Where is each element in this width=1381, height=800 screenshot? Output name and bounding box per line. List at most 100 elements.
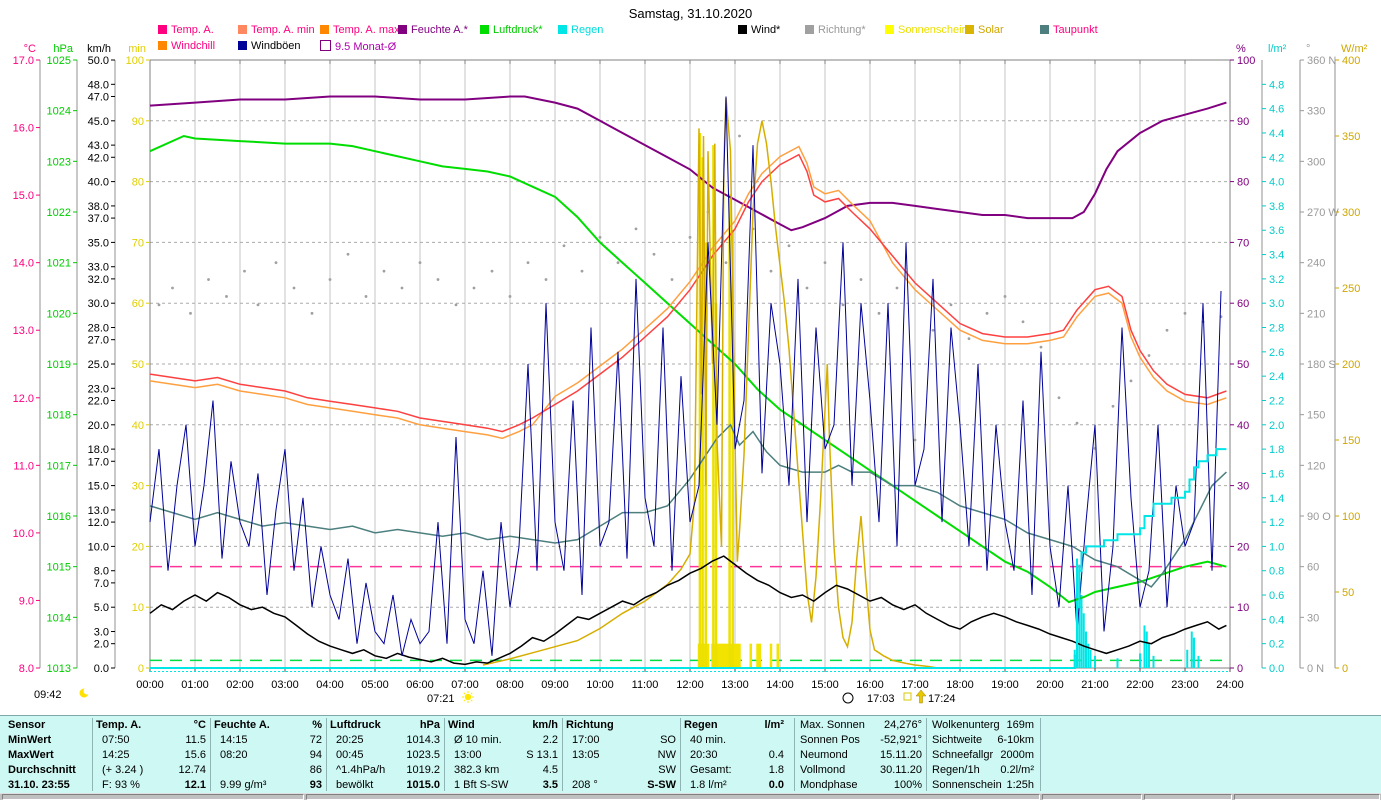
table-column-unit: hPa [419, 719, 440, 731]
extra-label: Wolkenunterg [932, 719, 1000, 731]
axis-label: 8.0 [19, 663, 34, 675]
axis-label: 350 [1342, 131, 1360, 143]
table-column-unit: l/m² [764, 719, 784, 731]
weather-chart-plot: °C17.016.015.014.013.012.011.010.09.08.0… [13, 43, 1368, 705]
astro-label: Vollmond [800, 764, 846, 776]
axis-label: 360 N [1307, 55, 1336, 67]
table-cell-value: 94 [309, 749, 322, 761]
legend-label: Temp. A. min [251, 24, 315, 36]
x-axis-label: 00:00 [136, 679, 164, 691]
axis-label: 20.0 [88, 420, 109, 432]
legend-label: Wind* [751, 24, 781, 36]
axis-title: °C [24, 43, 36, 55]
legend-label: Temp. A. max [333, 24, 400, 36]
table-cell-value: 3.5 [542, 779, 558, 791]
series-wind [149, 555, 1227, 666]
table-column-divider [92, 718, 93, 791]
axis-label: 1015 [47, 562, 71, 574]
scatter-richtung [652, 252, 656, 256]
axis-label: 10 [1237, 602, 1249, 614]
moonset-time-label: 09:42 [34, 689, 62, 701]
table-cell-value: 1.8 [768, 764, 784, 776]
table-column-unit: % [312, 719, 322, 731]
sunrise-time-label: 07:21 [427, 693, 455, 705]
axis-label: 80 [1237, 177, 1249, 189]
axis-label: 4.0 [1269, 177, 1284, 189]
axis-label: 0.0 [1269, 663, 1284, 675]
axis-label: 11.0 [13, 460, 34, 472]
axis-label: 22.0 [88, 395, 109, 407]
series-solar [482, 97, 938, 669]
axis-label: 0 [1342, 663, 1348, 675]
axis-label: 0 [1237, 663, 1243, 675]
scatter-richtung [490, 269, 494, 273]
table-cell-value: 72 [309, 734, 322, 746]
axis-label: 240 [1307, 258, 1325, 270]
legend-label: Solar [978, 24, 1004, 36]
axis-label: 1023 [47, 156, 71, 168]
axis-label: 0.4 [1269, 614, 1284, 626]
legend-label: Luftdruck* [493, 24, 543, 36]
table-cell-detail: 1 Bft S-SW [454, 779, 509, 791]
legend-label: Richtung* [818, 24, 866, 36]
axis-label: 60 [1307, 562, 1319, 574]
scatter-richtung [580, 269, 584, 273]
scatter-richtung [454, 303, 458, 307]
axis-title: ° [1306, 43, 1310, 55]
legend-label: Taupunkt [1053, 24, 1098, 36]
x-axis-label: 14:00 [766, 679, 794, 691]
astro-label: Sonnen Pos [800, 734, 860, 746]
astro-value: 15.11.20 [879, 749, 922, 761]
legend-label: Feuchte A.* [411, 24, 468, 36]
axis-label: 14.0 [13, 258, 34, 270]
axis-label: 60 [1237, 298, 1249, 310]
axis-label: 37.0 [88, 213, 109, 225]
scatter-richtung [1075, 421, 1079, 425]
axis-label: 70 [1237, 237, 1249, 249]
table-cell-detail: (+ 3.24 ) [102, 764, 144, 776]
extra-value: 169m [1006, 719, 1034, 731]
table-cell-detail: F: 93 % [102, 779, 140, 791]
axis-label: 2.0 [1269, 420, 1284, 432]
legend-swatch-icon [805, 25, 814, 34]
scatter-richtung [931, 328, 935, 332]
legend-label: Temp. A. [171, 24, 214, 36]
scatter-richtung [877, 311, 881, 315]
axis-label: 50 [132, 359, 144, 371]
axis-label: 4.2 [1269, 152, 1284, 164]
legend-swatch-icon [558, 25, 567, 34]
axis-label: 15.0 [88, 481, 109, 493]
table-cell-value: 11.5 [185, 734, 206, 746]
scatter-richtung [787, 244, 791, 248]
scatter-richtung [189, 311, 192, 315]
scatter-richtung [472, 286, 476, 290]
legend-item-wind-: Wind* [738, 24, 780, 38]
scatter-richtung [823, 261, 827, 265]
axis-label: 1.4 [1269, 493, 1284, 505]
legend-swatch-icon [238, 25, 247, 34]
table-column-divider [926, 718, 927, 791]
extra-value: 6-10km [997, 734, 1034, 746]
axis-label: 4.8 [1269, 79, 1284, 91]
table-cell-detail: bewölkt [336, 779, 374, 791]
legend-item-9-5-monat-: 9.5 Monat-Ø [320, 40, 396, 54]
chart-legend: Temp. A. Temp. A. min Temp. A. max Feuchte … [0, 0, 1381, 60]
table-column-divider [794, 718, 795, 791]
table-cell-value: NW [657, 749, 676, 761]
axis-label: 1.6 [1269, 468, 1284, 480]
axis-label: 10.0 [88, 541, 109, 553]
x-axis-label: 01:00 [181, 679, 209, 691]
table-cell-detail: 08:20 [220, 749, 248, 761]
legend-label: Sonnenschein [898, 24, 968, 36]
axis-label: 18.0 [88, 444, 109, 456]
axis-label: 40.0 [88, 177, 109, 189]
axis-label: 27.0 [88, 335, 109, 347]
x-axis-label: 18:00 [946, 679, 974, 691]
scatter-richtung [985, 311, 989, 315]
axis-label: 120 [1307, 460, 1325, 472]
table-cell-value: 4.5 [542, 764, 558, 776]
legend-label: Windböen [251, 40, 301, 52]
legend-item-feuchte-a-: Feuchte A.* [398, 24, 468, 38]
legend-swatch-icon [158, 41, 167, 50]
table-cell-value: 12.74 [178, 764, 206, 776]
